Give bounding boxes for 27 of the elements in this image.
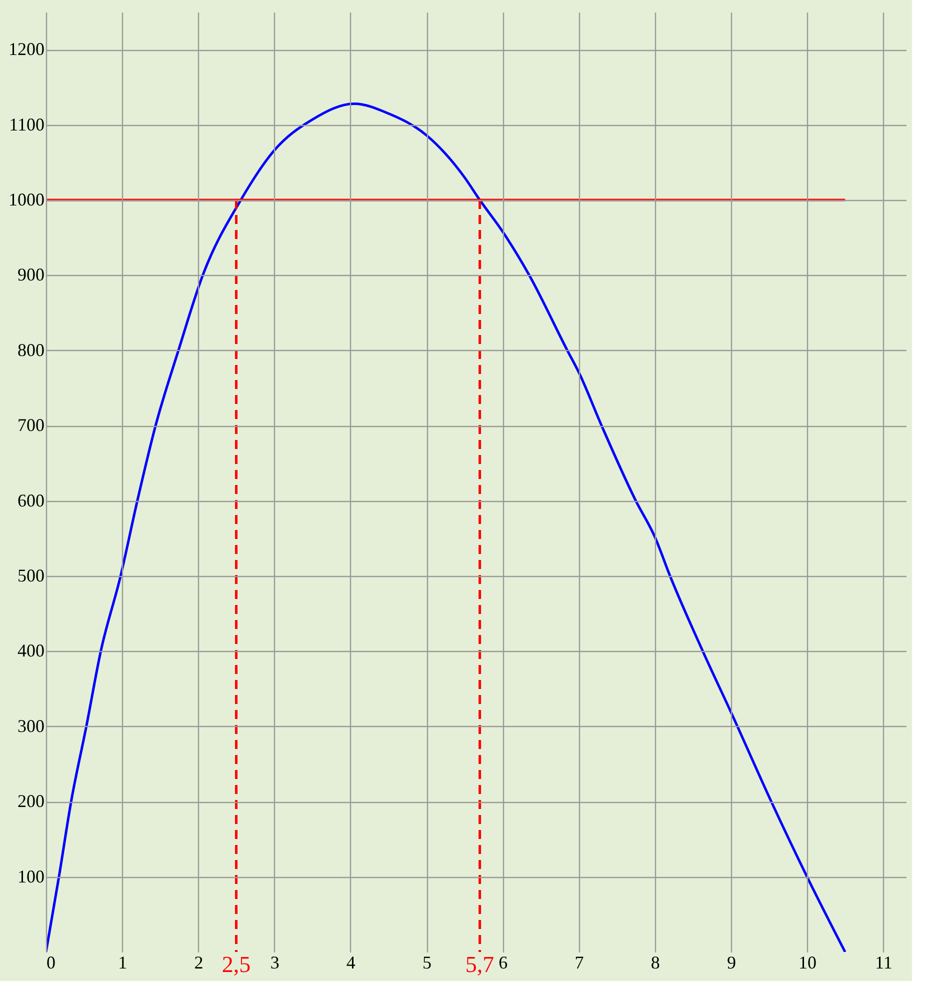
y-tick-label: 700 — [18, 415, 44, 436]
y-tick-label: 600 — [18, 490, 44, 510]
x-tick-label: 8 — [650, 952, 660, 972]
y-tick-label: 1000 — [8, 190, 44, 210]
x-tick-label: 10 — [798, 952, 817, 972]
x-tick-label: 9 — [726, 952, 736, 972]
x-tick-label: 5 — [422, 952, 432, 972]
y-tick-label: 300 — [18, 716, 44, 736]
x-tick-label: 11 — [874, 952, 892, 972]
x-tick-label: 3 — [270, 952, 280, 972]
y-tick-label: 500 — [18, 566, 44, 586]
y-tick-label: 100 — [18, 866, 44, 886]
y-tick-label: 400 — [18, 640, 44, 661]
line-series — [46, 102, 846, 952]
x-tick-label: 0 — [46, 952, 56, 972]
y-tick-label: 900 — [18, 264, 44, 285]
annotation: 2,5 — [222, 952, 251, 977]
annotation: 5,7 — [465, 952, 494, 977]
y-tick-label: 200 — [18, 791, 44, 812]
y-tick-label: 800 — [18, 340, 44, 360]
x-tick-label: 6 — [498, 952, 508, 972]
x-tick-label: 2 — [194, 952, 204, 972]
x-tick-label: 1 — [118, 952, 128, 972]
x-tick-label: 7 — [574, 952, 584, 972]
y-tick-label: 1100 — [9, 114, 44, 134]
x-tick-label: 4 — [346, 952, 356, 972]
y-tick-label: 1200 — [8, 39, 44, 60]
